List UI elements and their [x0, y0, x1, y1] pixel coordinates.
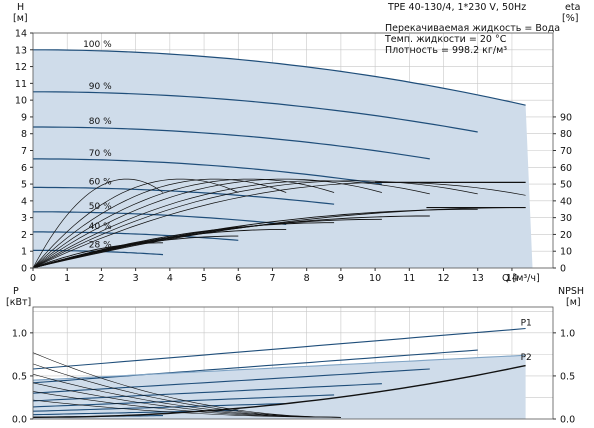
power-curve-1	[32, 349, 478, 384]
flow-tick-label-2: 2	[98, 273, 104, 284]
head-curve-80pct	[33, 126, 430, 160]
flow-tick-label-6: 6	[235, 273, 241, 284]
flow-tick-label-5: 5	[201, 273, 207, 284]
eta-tick-label-20: 20	[560, 230, 572, 241]
eta-tick-label-30: 30	[560, 213, 572, 224]
eta-curve-7	[32, 182, 526, 269]
head-tick-label-13: 13	[15, 45, 27, 56]
eta-lower-curve-4	[32, 218, 382, 269]
npsh-tick-label-0: 0.0	[560, 415, 575, 426]
eta-tick-label-0: 0	[560, 264, 566, 275]
head-tick-label-11: 11	[15, 79, 27, 90]
flow-tick-label-12: 12	[437, 273, 449, 284]
flow-tick-label-9: 9	[338, 273, 344, 284]
head-tick-label-4: 4	[21, 196, 27, 207]
temperature-info: Темп. жидкости = 20 °C	[384, 34, 507, 45]
eta-lower-curve-7	[32, 207, 526, 269]
speed-label-80pct: 80 %	[89, 117, 112, 127]
head-curve-60pct	[33, 186, 335, 205]
npsh-axis-unit: [м]	[566, 297, 581, 308]
npsh-axis-label: NPSH	[558, 286, 584, 297]
power-curve-2	[32, 368, 430, 394]
flow-tick-label-7: 7	[269, 273, 275, 284]
head-tick-label-10: 10	[15, 96, 27, 107]
speed-label-60pct: 60 %	[89, 177, 112, 187]
head-tick-label-8: 8	[21, 129, 27, 140]
npsh-tick-label-1: 0.5	[560, 371, 575, 382]
p1-label: P1	[521, 319, 532, 329]
flow-tick-label-4: 4	[167, 273, 173, 284]
eta-tick-label-70: 70	[560, 146, 572, 157]
flow-tick-label-10: 10	[369, 273, 381, 284]
speed-label-28pct: 28 %	[89, 240, 112, 250]
eta-curve-3	[32, 178, 335, 269]
chart-title: TPE 40-130/4, 1*230 V, 50Hz	[387, 2, 526, 13]
npsh-curve	[32, 364, 526, 418]
head-tick-label-7: 7	[21, 146, 27, 157]
eta-tick-label-60: 60	[560, 163, 572, 174]
fluid-info: Перекачиваемая жидкость = Вода	[385, 23, 560, 34]
flow-tick-label-1: 1	[64, 273, 70, 284]
eta-tick-label-40: 40	[560, 196, 572, 207]
power-tick-label-2: 1.0	[12, 328, 27, 339]
power-text: P [кВт] NPSH [м]	[6, 286, 584, 308]
eta-tick-label-90: 90	[560, 112, 572, 123]
speed-label-100pct: 100 %	[83, 40, 112, 50]
power-curve-3	[32, 383, 382, 402]
head-tick-label-1: 1	[21, 247, 27, 258]
power-curve-0	[32, 327, 526, 370]
eta-tick-label-50: 50	[560, 180, 572, 191]
power-tick-label-0: 0.0	[12, 415, 27, 426]
head-curve-100pct	[33, 49, 526, 106]
flow-tick-label-3: 3	[133, 273, 139, 284]
power-series: P1 P2	[32, 319, 532, 419]
eta-axis-unit: [%]	[562, 13, 578, 24]
speed-label-70pct: 70 %	[89, 149, 112, 159]
eta-lower-curve-3	[32, 222, 335, 269]
head-tick-label-2: 2	[21, 230, 27, 241]
flow-tick-label-11: 11	[403, 273, 415, 284]
flow-tick-label-8: 8	[304, 273, 310, 284]
flow-tick-label-14: 14	[506, 273, 518, 284]
p2-curve	[32, 354, 526, 381]
head-tick-label-12: 12	[15, 62, 27, 73]
npsh-tick-label-2: 1.0	[560, 328, 575, 339]
power-axis-label: P	[13, 286, 19, 297]
head-curve-40pct	[33, 231, 239, 241]
eta-axis-label: eta	[565, 2, 580, 13]
head-tick-label-6: 6	[21, 163, 27, 174]
head-tick-label-14: 14	[15, 29, 27, 40]
head-tick-label-0: 0	[21, 264, 27, 275]
flow-axis-label: Q [м³/ч]	[502, 273, 540, 284]
head-curve-50pct	[33, 211, 287, 225]
flow-tick-label-0: 0	[30, 273, 36, 284]
speed-label-90pct: 90 %	[89, 82, 112, 92]
power-axes: 0.0 0.0 0.5 0.5 1.0 1.0	[12, 306, 575, 426]
head-curve-90pct	[33, 91, 478, 133]
head-tick-label-3: 3	[21, 213, 27, 224]
head-tick-label-9: 9	[21, 112, 27, 123]
power-axis-unit: [кВт]	[6, 297, 31, 308]
p2-label: P2	[521, 353, 532, 363]
power-curve-5	[32, 402, 287, 412]
power-tick-label-1: 0.5	[12, 371, 27, 382]
head-curve-70pct	[33, 158, 382, 185]
eta-curve-0	[32, 178, 164, 269]
eta-tick-label-80: 80	[560, 129, 572, 140]
head-axis-unit: [м]	[13, 13, 28, 24]
head-axis-label: H	[17, 2, 24, 13]
eta-curve-1	[32, 178, 239, 269]
eta-tick-label-10: 10	[560, 247, 572, 258]
efficiency-series	[32, 178, 526, 269]
head-tick-label-5: 5	[21, 180, 27, 191]
head-text: TPE 40-130/4, 1*230 V, 50Hz Перекачиваем…	[13, 2, 580, 284]
speed-label-50pct: 50 %	[89, 202, 112, 212]
npsh-fan-5	[32, 399, 341, 418]
flow-tick-label-13: 13	[472, 273, 484, 284]
power-plot-frame	[32, 306, 554, 420]
density-info: Плотность = 998.2 кг/м³	[385, 45, 507, 56]
